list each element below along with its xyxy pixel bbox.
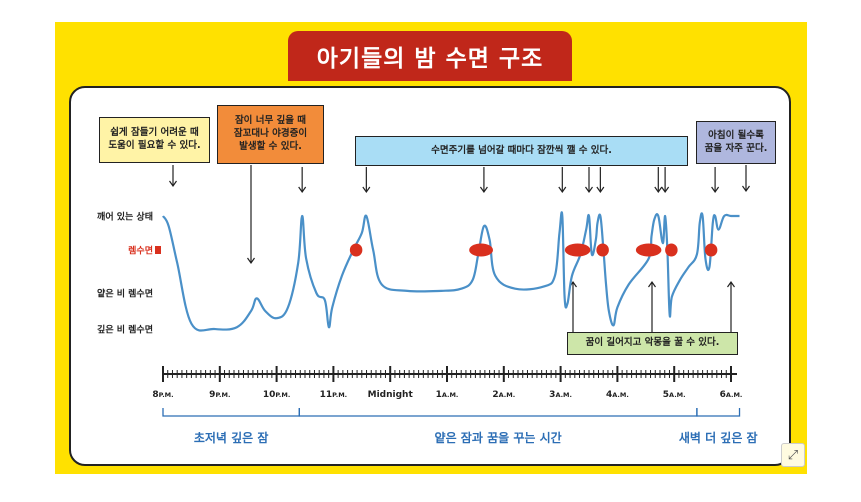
page-title: 아기들의 밤 수면 구조 bbox=[288, 31, 572, 81]
sleep-curve bbox=[162, 211, 740, 332]
phase-brackets: 초저녁 깊은 잠 얕은 잠과 꿈을 꾸는 시간 새벽 더 깊은 잠 bbox=[162, 408, 758, 445]
arrow-wake-head bbox=[558, 186, 567, 194]
arrow-wake-head bbox=[661, 186, 670, 194]
arrow-wake-head bbox=[711, 186, 720, 194]
arrow-wake-head bbox=[585, 186, 593, 194]
x-tick-label: 5A.M. bbox=[663, 390, 686, 400]
x-tick-label: 4A.M. bbox=[606, 390, 629, 400]
phase-label: 얕은 잠과 꿈을 꾸는 시간 bbox=[435, 430, 562, 445]
arrow-deep-head bbox=[247, 257, 255, 265]
rem-marker bbox=[349, 243, 363, 257]
rem-marker bbox=[665, 243, 678, 257]
arrow-wake-head bbox=[654, 186, 663, 194]
arrow-wake-head bbox=[479, 186, 488, 194]
annotation-sleep-cycle: 수면주기를 넘어갈 때마다 잠깐씩 깰 수 있다. bbox=[355, 136, 688, 166]
arrow-wake-head bbox=[298, 186, 307, 194]
x-tick-label: 9P.M. bbox=[209, 390, 230, 400]
annotation-dream: 꿈이 길어지고 악몽을 꿀 수 있다. bbox=[567, 332, 738, 355]
y-label: 얕은 비 렘수면 bbox=[97, 288, 153, 300]
phase-bracket bbox=[696, 408, 741, 417]
rem-marker bbox=[564, 243, 591, 257]
arrow-dream-3-head bbox=[727, 280, 735, 288]
rem-level-marker bbox=[155, 246, 161, 254]
rem-marker bbox=[596, 243, 609, 257]
x-tick-label: Midnight bbox=[368, 390, 414, 400]
y-label: 렘수면 bbox=[128, 245, 153, 257]
expand-icon[interactable]: ⤢ bbox=[781, 443, 805, 467]
x-tick-label: 6A.M. bbox=[720, 390, 743, 400]
x-tick-label: 1A.M. bbox=[436, 390, 459, 400]
annotation-morning: 아침이 될수록 꿈을 자주 꾼다. bbox=[696, 121, 776, 164]
annotation-arrows bbox=[169, 165, 750, 332]
arrow-wake-head bbox=[362, 186, 371, 194]
x-tick-label: 8P.M. bbox=[152, 390, 173, 400]
phase-label: 새벽 더 깊은 잠 bbox=[679, 430, 758, 445]
annotation-deep-sleep: 잠이 너무 깊을 때 잠꼬대나 야경증이 발생할 수 있다. bbox=[217, 105, 324, 164]
x-tick-label: 11P.M. bbox=[320, 390, 348, 400]
y-label: 깨어 있는 상태 bbox=[97, 211, 153, 223]
phase-bracket bbox=[298, 408, 698, 417]
rem-marker bbox=[635, 243, 662, 257]
x-tick-label: 2A.M. bbox=[492, 390, 515, 400]
x-tick-label: 10P.M. bbox=[263, 390, 291, 400]
time-axis: 8P.M. 9P.M. 10P.M. 11P.M. Midnight 1A.M. 2A.M.… bbox=[152, 366, 742, 400]
arrow-early-head bbox=[169, 180, 177, 188]
annotation-early-sleep: 쉽게 잠들기 어려운 때 도움이 필요할 수 있다. bbox=[99, 117, 210, 163]
y-label: 깊은 비 렘수면 bbox=[97, 324, 153, 336]
rem-marker bbox=[469, 243, 494, 257]
arrow-wake-head bbox=[596, 186, 605, 194]
phase-label: 초저녁 깊은 잠 bbox=[194, 430, 269, 445]
arrow-dream-2-head bbox=[648, 280, 656, 288]
arrow-morning-head bbox=[742, 185, 750, 193]
rem-marker bbox=[704, 243, 718, 257]
phase-bracket bbox=[162, 408, 300, 417]
rem-markers bbox=[349, 243, 718, 257]
x-tick-label: 3A.M. bbox=[549, 390, 572, 400]
